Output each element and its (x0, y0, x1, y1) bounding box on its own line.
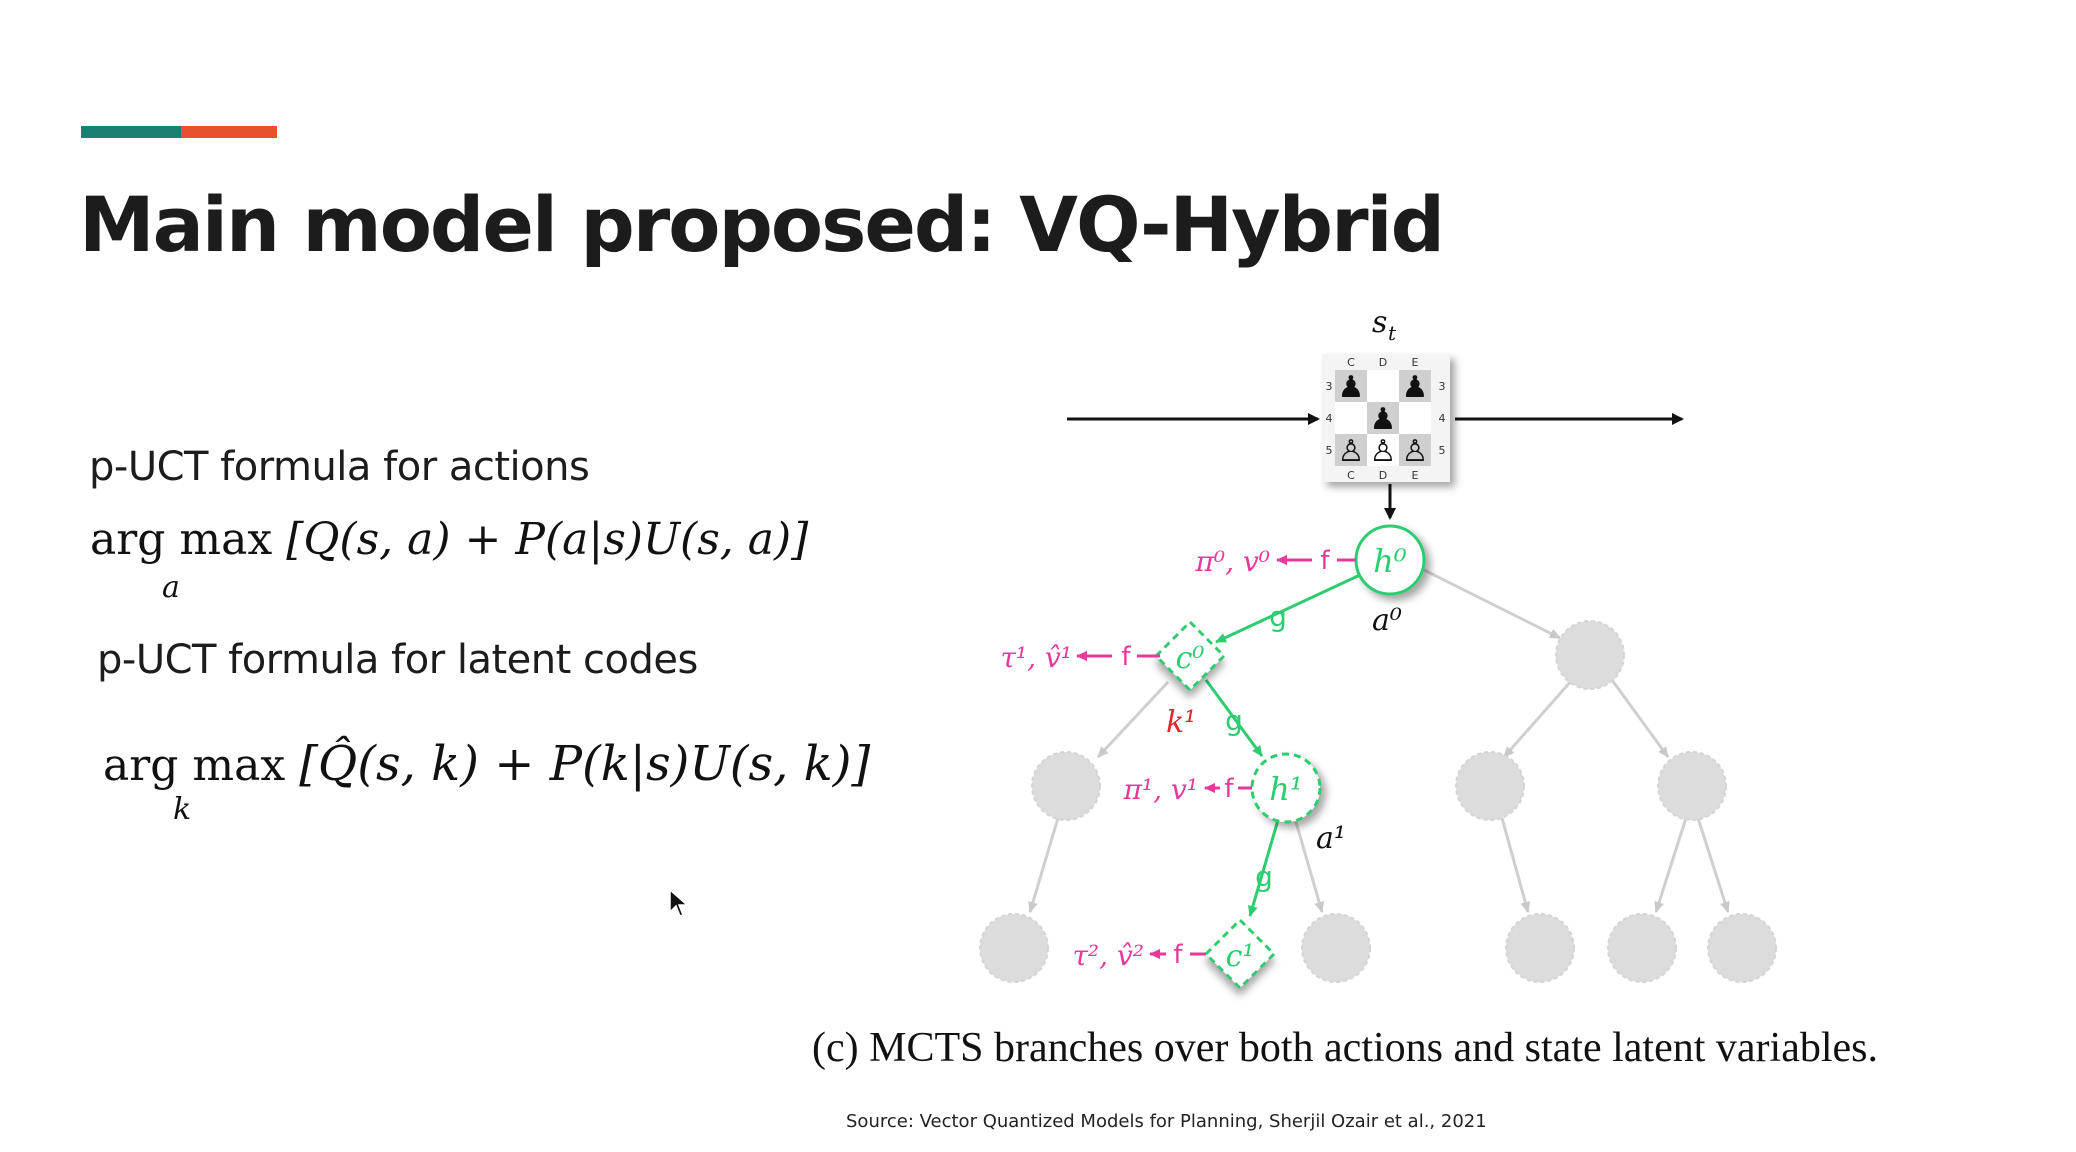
latent-formula-label: p-UCT formula for latent codes (97, 637, 698, 683)
f-label: f (1173, 940, 1183, 970)
accent-bar-teal (81, 126, 181, 138)
tree-edge (1028, 817, 1060, 913)
board-file-top: D (1379, 356, 1387, 369)
g-edge (1248, 819, 1280, 917)
f-label: f (1121, 642, 1131, 672)
board-rank-left: 3 (1326, 380, 1333, 393)
slide-title: Main model proposed: VQ-Hybrid (79, 180, 1445, 269)
tree-node (1301, 913, 1371, 983)
source-citation: Source: Vector Quantized Models for Plan… (846, 1111, 1487, 1132)
board-rank-left: 4 (1326, 412, 1333, 425)
f-label: f (1320, 546, 1330, 576)
latent-code-label-k1: k¹ (1166, 705, 1196, 740)
prediction-pi0-v0: π⁰, v⁰ (1195, 545, 1270, 578)
white-pawn-icon: ♙ (1370, 434, 1397, 469)
state-label: s (1372, 305, 1387, 340)
chance-node-c0 (1153, 619, 1227, 693)
tree-edge (1696, 817, 1730, 913)
white-pawn-icon: ♙ (1338, 434, 1365, 469)
chess-board-squares (1335, 370, 1431, 466)
g-edge (1204, 679, 1264, 757)
decision-node-h1 (1250, 752, 1322, 824)
tree-edge (1294, 821, 1325, 913)
tree-node (1455, 751, 1525, 821)
actions-formula-expression: [Q(s, a) + P(a|s)U(s, a)] (286, 514, 809, 565)
g-label: g (1255, 860, 1273, 893)
board-file-top: E (1412, 356, 1419, 369)
state-subscript: t (1388, 321, 1397, 345)
tree-edge (1654, 817, 1688, 913)
figure-caption: (c) MCTS branches over both actions and … (812, 1025, 1878, 1071)
tree-node (979, 913, 1049, 983)
g-edge (1215, 573, 1361, 644)
accent-bar-orange (181, 126, 277, 138)
latent-formula-expression: [Q̂(s, k) + P(k|s)U(s, k)] (299, 736, 871, 792)
board-rank-left: 5 (1326, 444, 1333, 457)
chance-node-label: c⁰ (1176, 641, 1205, 676)
actions-formula-operator: arg max (90, 514, 273, 565)
g-label: g (1225, 704, 1243, 737)
black-pawn-icon: ♟ (1338, 370, 1365, 405)
chance-node-c1 (1203, 917, 1277, 991)
tree-node (1607, 913, 1677, 983)
action-label-a0: a⁰ (1372, 603, 1402, 638)
latent-formula-subscript: k (173, 792, 192, 827)
tree-edge (1500, 817, 1531, 913)
prediction-pi1-v1: π¹, v¹ (1123, 773, 1198, 806)
board-rank-right: 5 (1439, 444, 1446, 457)
black-pawn-icon: ♟ (1402, 370, 1429, 405)
board-file-top: C (1347, 356, 1355, 369)
tree-node (1657, 751, 1727, 821)
tree-node (1555, 620, 1625, 690)
latent-formula: arg max [Q̂(s, k) + P(k|s)U(s, k)] k (103, 736, 870, 827)
tree-edge (1610, 679, 1670, 758)
actions-formula-label: p-UCT formula for actions (89, 444, 590, 490)
chance-node-label: c¹ (1226, 939, 1255, 974)
decision-node-label: h¹ (1269, 770, 1302, 808)
board-file-bottom: D (1379, 469, 1387, 482)
accent-bar (81, 126, 277, 138)
actions-formula-subscript: a (162, 570, 180, 605)
tree-node (1707, 913, 1777, 983)
f-label: f (1224, 774, 1234, 804)
tree-edge (1423, 568, 1561, 640)
board-rank-right: 3 (1439, 380, 1446, 393)
tree-edge (1502, 679, 1574, 758)
white-pawn-icon: ♙ (1402, 434, 1429, 469)
root-node-label: h⁰ (1373, 542, 1407, 580)
tree-node (1505, 913, 1575, 983)
action-label-a1: a¹ (1316, 821, 1346, 856)
mouse-cursor-icon (669, 888, 689, 917)
tree-edge (1096, 680, 1170, 759)
black-pawn-icon: ♟ (1370, 402, 1397, 437)
latent-formula-operator: arg max (103, 740, 286, 791)
board-file-bottom: E (1412, 469, 1419, 482)
prediction-tau1-v1: τ¹, v̂¹ (1000, 641, 1072, 674)
actions-formula: arg max [Q(s, a) + P(a|s)U(s, a)] a (90, 514, 808, 605)
board-file-bottom: C (1347, 469, 1355, 482)
tree-node (1031, 751, 1101, 821)
board-rank-right: 4 (1439, 412, 1446, 425)
g-label: g (1269, 600, 1287, 633)
prediction-tau2-v2: τ², v̂² (1072, 939, 1144, 972)
